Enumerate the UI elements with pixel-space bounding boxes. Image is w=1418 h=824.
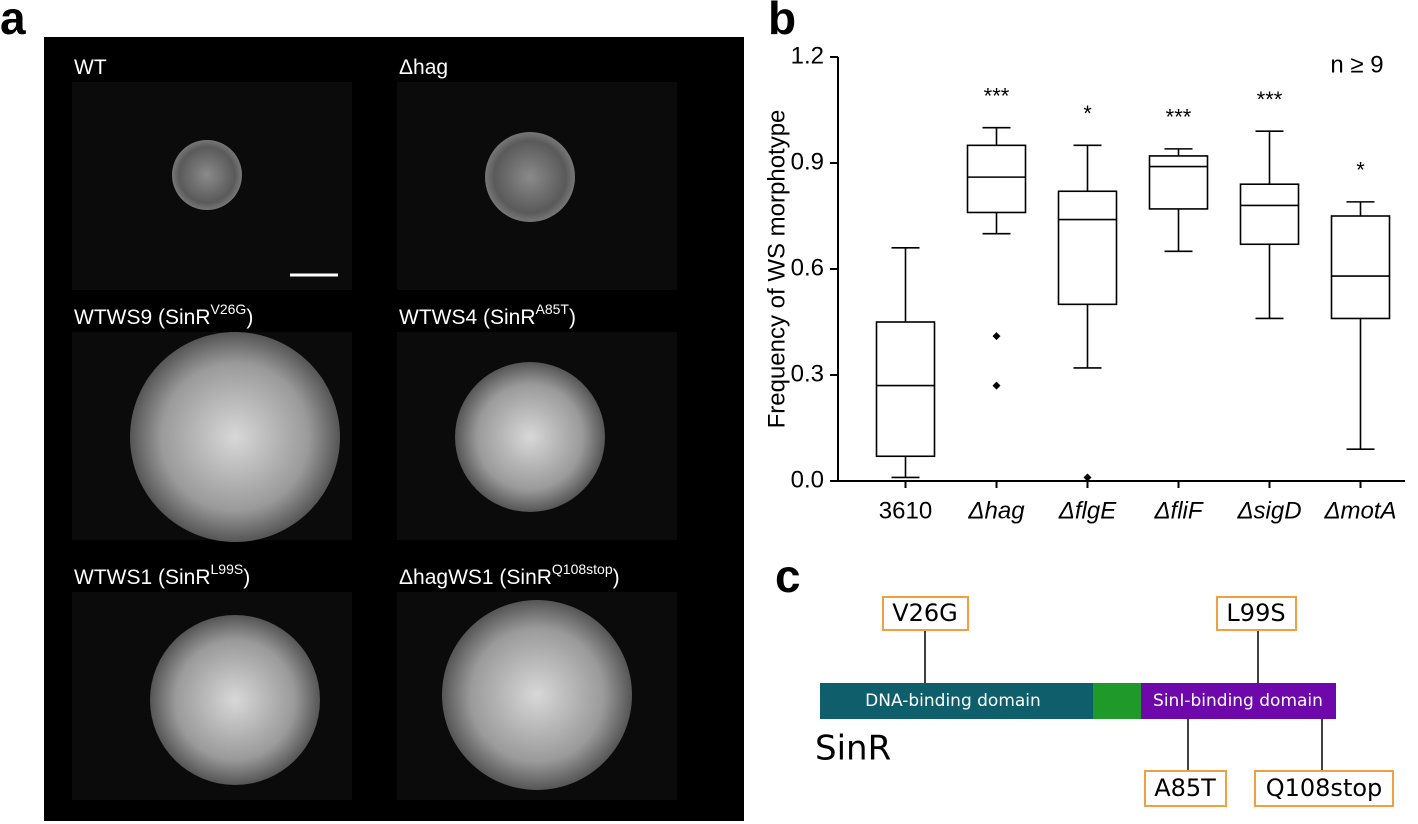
box	[1057, 190, 1118, 306]
x-tick-label: 3610	[879, 497, 932, 524]
significance: ***	[1257, 87, 1283, 112]
box	[966, 144, 1027, 214]
label-text: WT	[74, 56, 107, 79]
y-tick-label: 0.3	[791, 360, 824, 387]
protein-label: SinR	[815, 729, 891, 769]
x-tick-label: ΔflgE	[1058, 497, 1117, 524]
label-end: )	[243, 566, 250, 589]
box	[1148, 155, 1209, 210]
significance: *	[1083, 101, 1092, 126]
x-tick-label: ΔsigD	[1236, 497, 1301, 524]
label-text: WTWS1 (SinR	[74, 566, 211, 589]
colony	[455, 362, 605, 512]
connectors	[924, 630, 1323, 771]
y-tick-label: 1.2	[791, 42, 824, 69]
x-tick-label: Δhag	[967, 497, 1025, 524]
y-tick-label: 0.0	[791, 466, 824, 493]
image-label: WT	[74, 56, 107, 79]
domain	[820, 683, 1093, 719]
box	[1239, 183, 1300, 246]
linker	[1093, 683, 1141, 719]
panel-letter: a	[0, 0, 26, 44]
x-tick-label: ΔmotA	[1323, 497, 1396, 524]
domain	[1141, 683, 1336, 719]
label-end: )	[246, 306, 253, 329]
domain-label: DNA-binding domain	[865, 691, 1041, 711]
outlier	[1083, 473, 1092, 482]
x-tick-label: ΔfliF	[1153, 497, 1203, 524]
mutation: A85T	[1154, 774, 1216, 802]
image-label: WTWS9 (SinRV26G)	[74, 301, 253, 329]
colony	[485, 132, 575, 222]
colony	[130, 332, 340, 542]
label-text: ΔhagWS1 (SinR	[399, 566, 552, 589]
label-end: )	[613, 566, 620, 589]
panel-letter: c	[775, 550, 801, 602]
superscript: L99S	[211, 561, 244, 577]
significance: ***	[984, 83, 1010, 108]
mutation-boxes	[882, 596, 1394, 807]
panel-letter: b	[768, 0, 796, 44]
mutation: L99S	[1226, 599, 1285, 627]
colony	[150, 615, 320, 785]
y-tick-label: 0.9	[791, 148, 824, 175]
box	[875, 321, 936, 458]
superscript: V26G	[211, 301, 247, 317]
label-text: Δhag	[399, 56, 448, 79]
label-text: WTWS4 (SinR	[399, 306, 536, 329]
outlier	[992, 381, 1001, 390]
image-label: WTWS1 (SinRL99S)	[74, 561, 250, 589]
annotation: n ≥ 9	[1330, 51, 1383, 78]
mutation: Q108stop	[1266, 774, 1383, 802]
significance: ***	[1166, 105, 1192, 130]
colony	[172, 140, 242, 210]
superscript: A85T	[536, 301, 570, 317]
box	[1330, 215, 1391, 320]
image-label: Δhag	[399, 56, 448, 79]
image-label: ΔhagWS1 (SinRQ108stop)	[399, 561, 620, 589]
significance: *	[1356, 158, 1365, 183]
outlier	[992, 332, 1001, 341]
domain-label: SinI-binding domain	[1153, 691, 1323, 711]
y-axis-label: Frequency of WS morphotype	[763, 110, 790, 429]
colony	[442, 600, 632, 790]
label-text: WTWS9 (SinR	[74, 306, 211, 329]
y-tick-label: 0.6	[791, 254, 824, 281]
image-label: WTWS4 (SinRA85T)	[399, 301, 576, 329]
mutation: V26G	[892, 599, 958, 627]
label-end: )	[569, 306, 576, 329]
superscript: Q108stop	[552, 561, 613, 577]
